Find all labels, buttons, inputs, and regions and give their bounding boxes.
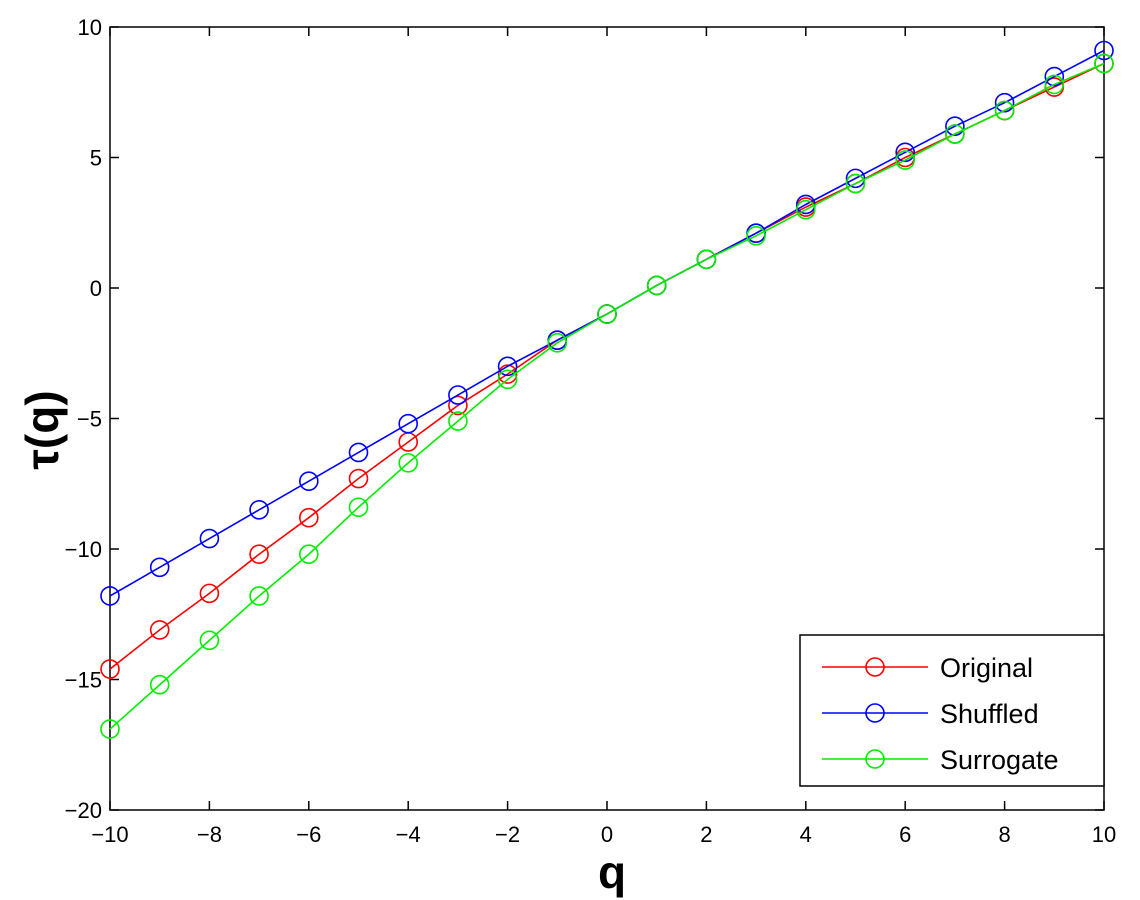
legend-item-surrogate: Surrogate — [822, 745, 1059, 775]
data-point — [1044, 66, 1065, 87]
data-point — [199, 583, 220, 604]
y-axis-title: τ(q) — [16, 390, 68, 469]
data-point — [149, 674, 170, 695]
x-tick-label: 10 — [1092, 822, 1116, 847]
data-point — [1094, 53, 1114, 74]
data-point — [398, 413, 419, 434]
series-line — [109, 62, 1105, 730]
legend-marker — [865, 657, 885, 677]
data-point — [497, 369, 518, 390]
legend-entries: Original Shuffled Surrogate — [822, 653, 1059, 775]
series-surrogate — [100, 53, 1114, 739]
x-tick-label: 0 — [601, 822, 613, 847]
data-point — [100, 659, 120, 679]
data-point — [249, 544, 269, 565]
y-tick-label: −5 — [77, 407, 102, 432]
y-tick-label: 0 — [90, 276, 102, 301]
data-point — [249, 500, 269, 520]
legend-item-original: Original — [822, 653, 1033, 683]
data-point — [994, 92, 1015, 113]
data-point — [696, 249, 717, 270]
legend-marker — [865, 703, 885, 723]
data-point — [845, 173, 866, 194]
x-tick-label: −10 — [91, 822, 128, 847]
data-point — [398, 453, 419, 473]
data-point — [1094, 40, 1114, 61]
data-point — [149, 557, 170, 578]
y-tick-label: 5 — [90, 146, 102, 171]
data-point — [298, 471, 319, 491]
data-point — [895, 142, 916, 163]
data-point — [448, 411, 468, 431]
x-tick-label: −2 — [495, 822, 520, 847]
x-tick-label: 4 — [800, 822, 812, 847]
data-point — [448, 395, 468, 416]
data-point — [199, 630, 220, 651]
data-point — [646, 275, 667, 296]
data-point — [100, 586, 120, 606]
data-point — [348, 468, 369, 489]
legend: Original Shuffled Surrogate — [799, 634, 1105, 787]
x-axis-title: q — [598, 846, 626, 898]
data-point — [795, 199, 816, 220]
legend-box — [799, 634, 1105, 787]
data-point — [845, 168, 866, 189]
y-tick-label: −20 — [65, 798, 102, 823]
data-point — [945, 124, 965, 144]
legend-item-shuffled: Shuffled — [822, 699, 1039, 729]
data-point — [945, 116, 965, 136]
x-tick-label: 6 — [899, 822, 911, 847]
legend-label: Shuffled — [940, 699, 1039, 729]
data-point — [298, 507, 319, 528]
data-point — [547, 333, 568, 353]
data-point — [100, 719, 120, 739]
data-point — [448, 385, 468, 405]
data-point — [597, 304, 617, 324]
data-point — [994, 100, 1015, 121]
y-tick-label: −10 — [65, 537, 102, 562]
x-tick-label: −4 — [396, 822, 421, 847]
legend-label: Original — [940, 653, 1033, 683]
x-tick-label: −6 — [296, 822, 321, 847]
data-point — [348, 497, 369, 518]
data-point — [746, 226, 766, 246]
x-tick-label: 2 — [700, 822, 712, 847]
y-tick-label: 10 — [78, 15, 102, 40]
y-tick-label: −15 — [65, 668, 102, 693]
data-point — [497, 356, 518, 377]
series-group — [100, 40, 1114, 739]
data-point — [298, 544, 319, 565]
data-point — [895, 150, 916, 170]
data-point — [149, 620, 170, 640]
data-point — [348, 442, 369, 463]
x-tick-label: 8 — [998, 822, 1010, 847]
data-point — [249, 586, 269, 606]
data-point — [497, 364, 518, 384]
data-point — [199, 528, 220, 549]
data-point — [1044, 74, 1065, 95]
legend-label: Surrogate — [940, 745, 1059, 775]
legend-marker — [865, 749, 885, 769]
x-tick-label: −8 — [197, 822, 222, 847]
